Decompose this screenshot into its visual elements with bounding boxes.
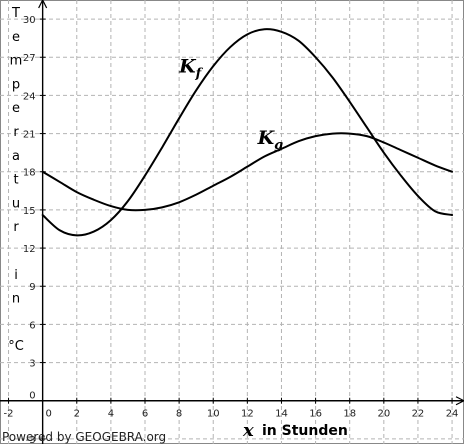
y-axis-arrow: [38, 0, 48, 9]
y-tick-label: 15: [23, 206, 36, 217]
x-tick-label: 18: [343, 409, 356, 420]
x-axis-arrow: [455, 396, 464, 406]
series-line-kg: [41, 132, 454, 212]
y-tick-label: 3: [29, 359, 35, 370]
x-tick-label: 6: [142, 409, 148, 420]
y-tick-labels: -3 0 3 6 9 12 15 18 21 24 27 30: [23, 15, 36, 444]
y-axis-label-letter: n: [12, 292, 20, 307]
y-axis-label-letter: T: [11, 6, 20, 21]
y-axis-label-letter: e: [12, 30, 20, 45]
x-tick-label: 20: [377, 409, 390, 420]
y-tick-label: 9: [29, 282, 35, 293]
y-tick-label: 18: [23, 168, 36, 179]
x-tick-label: 24: [446, 409, 459, 420]
x-tick-label: 22: [412, 409, 425, 420]
x-axis-label: in Stunden: [262, 423, 348, 439]
y-axis-label-letter: t: [13, 173, 18, 188]
x-tick-label: 4: [108, 409, 114, 420]
x-tick-label: 10: [207, 409, 220, 420]
y-axis-label-letter: a: [12, 149, 20, 164]
powered-by-text: Powered by GEOGEBRA.org: [2, 430, 166, 444]
y-tick-label: 0: [29, 391, 35, 402]
y-tick-label: -3: [26, 435, 36, 444]
x-tick-label: 2: [74, 409, 80, 420]
y-axis-label-letter: i: [14, 268, 18, 283]
series-group: [41, 28, 454, 237]
y-tick-label: 24: [23, 91, 36, 102]
y-tick-label: 21: [23, 130, 36, 141]
y-tick-label: 12: [23, 244, 36, 255]
y-axis-label-letter: u: [12, 196, 20, 211]
x-tick-label: 0: [45, 409, 51, 420]
x-tick-label: 12: [241, 409, 254, 420]
x-tick-label: 14: [275, 409, 288, 420]
y-axis-label-letter: p: [12, 77, 20, 92]
series-line-kf: [41, 28, 454, 237]
y-axis-label-letter: °C: [8, 339, 24, 354]
x-tick-labels: -2 0 2 4 6 8 10 12 14 16 18 20 22 24: [4, 409, 459, 420]
y-axis-label-letter: r: [13, 125, 19, 140]
x-tick-label: -2: [4, 409, 14, 420]
y-axis-label-letter: m: [10, 54, 23, 69]
y-axis-label-letter: e: [12, 101, 20, 116]
x-tick-label: 8: [176, 409, 182, 420]
curve-label-kg: Kg: [257, 127, 284, 153]
y-tick-label: 30: [23, 15, 36, 26]
y-tick-label: 27: [23, 53, 36, 64]
x-tick-label: 16: [309, 409, 322, 420]
y-tick-label: 6: [29, 320, 35, 331]
x-axis-variable: x: [242, 420, 254, 441]
y-axis-label-letter: r: [13, 220, 19, 235]
